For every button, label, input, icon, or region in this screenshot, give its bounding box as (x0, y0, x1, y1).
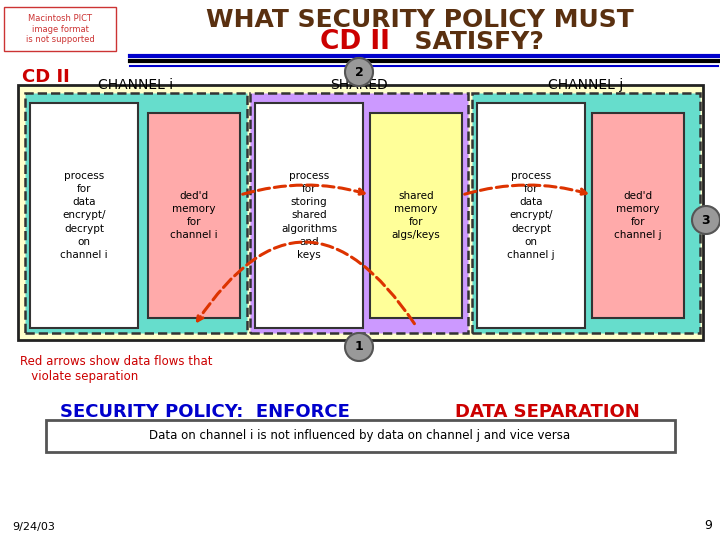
Text: CHANNEL j: CHANNEL j (549, 78, 624, 92)
Text: 2: 2 (355, 65, 364, 78)
Circle shape (345, 58, 373, 86)
FancyBboxPatch shape (370, 113, 462, 318)
Text: DATA SEPARATION: DATA SEPARATION (455, 403, 640, 421)
FancyBboxPatch shape (18, 85, 703, 340)
Text: ded'd
memory
for
channel i: ded'd memory for channel i (170, 191, 218, 240)
Text: process
for
storing
shared
algorithms
and
keys: process for storing shared algorithms an… (281, 171, 337, 260)
Text: WHAT SECURITY POLICY MUST: WHAT SECURITY POLICY MUST (206, 8, 634, 32)
FancyBboxPatch shape (4, 7, 116, 51)
FancyBboxPatch shape (472, 93, 700, 333)
Circle shape (345, 333, 373, 361)
Text: shared
memory
for
algs/keys: shared memory for algs/keys (392, 191, 441, 240)
Text: SATISFY?: SATISFY? (397, 30, 544, 54)
Text: CHANNEL i: CHANNEL i (99, 78, 174, 92)
FancyBboxPatch shape (250, 93, 468, 333)
Text: Data on channel i is not influenced by data on channel j and vice versa: Data on channel i is not influenced by d… (150, 429, 570, 442)
FancyBboxPatch shape (46, 420, 675, 452)
Text: CD II: CD II (320, 29, 390, 55)
FancyBboxPatch shape (25, 93, 247, 333)
Text: ded'd
memory
for
channel j: ded'd memory for channel j (614, 191, 662, 240)
Text: 3: 3 (702, 213, 711, 226)
FancyBboxPatch shape (148, 113, 240, 318)
Text: 9: 9 (704, 519, 712, 532)
Text: SHARED: SHARED (330, 78, 388, 92)
Text: process
for
data
encrypt/
decrypt
on
channel i: process for data encrypt/ decrypt on cha… (60, 171, 108, 260)
Text: Red arrows show data flows that
   violate separation: Red arrows show data flows that violate … (20, 355, 212, 383)
Text: Macintosh PICT
image format
is not supported: Macintosh PICT image format is not suppo… (26, 14, 94, 44)
Text: CD II: CD II (22, 68, 70, 86)
Text: process
for
data
encrypt/
decrypt
on
channel j: process for data encrypt/ decrypt on cha… (507, 171, 555, 260)
FancyBboxPatch shape (255, 103, 363, 328)
Text: 9/24/03: 9/24/03 (12, 522, 55, 532)
FancyBboxPatch shape (477, 103, 585, 328)
Circle shape (692, 206, 720, 234)
FancyBboxPatch shape (592, 113, 684, 318)
Text: 1: 1 (355, 341, 364, 354)
Text: SECURITY POLICY:  ENFORCE: SECURITY POLICY: ENFORCE (60, 403, 356, 421)
FancyBboxPatch shape (30, 103, 138, 328)
